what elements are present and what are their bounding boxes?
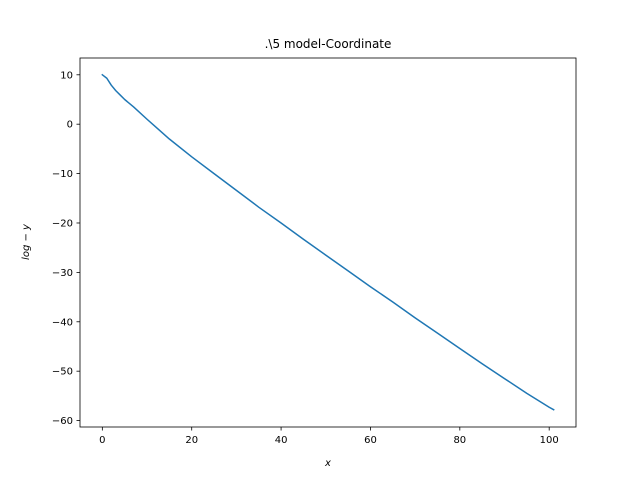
y-tick-label: −50 [52,367,73,378]
y-axis: 10 0 −10 −20 −30 −40 −50 −60 [52,70,80,427]
x-tick-label: 100 [540,435,559,446]
y-tick-label: 0 [67,120,73,131]
x-tick-label: 80 [453,435,466,446]
y-tick-label: −60 [52,416,73,427]
y-tick-label: −40 [52,317,73,328]
x-tick-label: 20 [185,435,198,446]
x-axis: 0 20 40 60 80 100 [99,427,559,446]
chart-title: .\5 model-Coordinate [265,37,392,51]
plot-area [101,73,555,411]
x-tick-label: 60 [364,435,377,446]
x-tick-label: 0 [99,435,105,446]
series-line [101,73,555,411]
y-tick-label: −20 [52,218,73,229]
y-tick-label: 10 [60,70,73,81]
x-tick-label: 40 [275,435,288,446]
x-axis-label: x [324,458,331,469]
y-tick-label: −10 [52,169,73,180]
y-axis-label: log − y [21,223,32,260]
plot-frame [79,57,577,428]
y-tick-label: −30 [52,268,73,279]
